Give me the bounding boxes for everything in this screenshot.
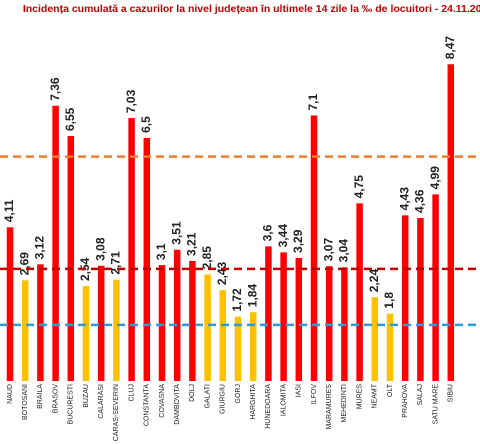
x-tick-label: SATU MARE <box>432 384 439 425</box>
bar <box>21 280 29 381</box>
x-tick-label: OLT <box>387 383 394 397</box>
x-tick-label: BUCURESTI <box>68 384 75 425</box>
x-tick-label: IALOMITA <box>280 384 287 416</box>
value-label: 3,12 <box>33 236 47 260</box>
x-tick-label: CONSTANTA <box>144 384 151 426</box>
value-label: 2,24 <box>367 269 381 293</box>
x-tick-label: IASI <box>296 384 303 397</box>
bar <box>295 257 303 381</box>
bar <box>417 217 424 381</box>
value-label: 3,1 <box>154 243 168 260</box>
value-label: 3,51 <box>169 221 183 245</box>
x-tick-label: BUZAU <box>83 384 90 408</box>
value-label: 3,6 <box>261 224 275 241</box>
x-tick-label: DOLJ <box>189 384 196 402</box>
bar <box>204 274 211 381</box>
value-label: 7,36 <box>48 77 62 101</box>
x-tick-label: CALARASI <box>98 384 105 419</box>
bar <box>249 312 257 381</box>
value-label: 4,75 <box>352 175 366 199</box>
x-tick-label: NEAMT <box>372 383 379 408</box>
x-tick-label: HUNEDOARA <box>265 384 272 429</box>
bar <box>143 137 151 381</box>
bar <box>113 279 120 381</box>
bar <box>265 246 272 381</box>
x-tick-label: GORJ <box>235 384 242 403</box>
bar <box>371 297 379 381</box>
value-label: 6,5 <box>139 116 153 133</box>
chart-title: Incidența cumulată a cazurilor la nivel … <box>23 3 480 15</box>
bar <box>6 227 14 381</box>
x-tick-label: ILFOV <box>311 384 318 405</box>
value-label: 2,43 <box>215 261 229 285</box>
value-label: 3,07 <box>321 238 335 262</box>
value-label: 4,43 <box>397 187 411 211</box>
value-label: 4,11 <box>2 199 16 222</box>
bar <box>189 260 196 381</box>
value-label: 1,8 <box>382 292 396 309</box>
x-tick-label: NAUD <box>7 384 14 404</box>
value-label: 3,21 <box>185 232 199 256</box>
x-tick-label: BOTOSANI <box>22 384 29 420</box>
x-tick-label: CLUJ <box>128 384 135 402</box>
bar <box>67 136 75 381</box>
x-tick-label: DAMBOVITA <box>174 384 181 425</box>
value-label: 3,08 <box>93 237 107 261</box>
value-label: 1,72 <box>230 288 244 312</box>
bar <box>158 265 166 381</box>
value-label: 4,99 <box>428 166 442 190</box>
x-tick-label: PRAHOVA <box>402 384 409 418</box>
bar <box>52 105 59 382</box>
bar <box>325 266 333 381</box>
bar <box>386 313 394 381</box>
value-label: 7,1 <box>306 93 320 110</box>
x-tick-label: MARAMURES <box>326 384 333 430</box>
value-label: 2,69 <box>17 252 31 276</box>
value-label: 3,04 <box>337 239 351 263</box>
value-label: 2,85 <box>200 246 214 270</box>
x-tick-label: GALATI <box>204 384 211 408</box>
bar <box>173 249 181 381</box>
x-tick-label: HARGHITA <box>250 384 257 420</box>
bar <box>97 265 105 381</box>
value-label: 1,84 <box>245 284 259 308</box>
x-tick-label: MEHEDINTI <box>341 384 348 423</box>
bar <box>310 115 318 381</box>
x-tick-label: CARAS-SEVERIN <box>113 384 120 441</box>
bar <box>37 264 44 381</box>
value-label: 6,55 <box>63 107 77 131</box>
bar <box>447 64 455 381</box>
bar <box>280 252 287 381</box>
bar <box>234 316 242 381</box>
x-tick-label: BRAILA <box>37 384 44 409</box>
value-label: 8,47 <box>443 36 457 60</box>
value-label: 7,03 <box>124 89 138 113</box>
value-label: 3,44 <box>276 224 290 248</box>
x-tick-label: MURES <box>356 384 363 410</box>
bar <box>128 118 135 381</box>
x-tick-label: GIURGIU <box>220 384 227 414</box>
x-tick-label: SALAJ <box>417 384 424 405</box>
x-tick-label: SIBIU <box>448 384 455 402</box>
value-label: 2,71 <box>109 251 123 275</box>
bar <box>432 194 439 381</box>
bar <box>401 215 409 381</box>
bar <box>82 286 90 381</box>
bar <box>356 203 363 381</box>
bar <box>219 290 227 381</box>
x-tick-label: COVASNA <box>159 384 166 418</box>
value-label: 4,36 <box>413 189 427 213</box>
x-tick-label: BRASOV <box>52 384 59 414</box>
value-label: 3,29 <box>291 229 305 253</box>
